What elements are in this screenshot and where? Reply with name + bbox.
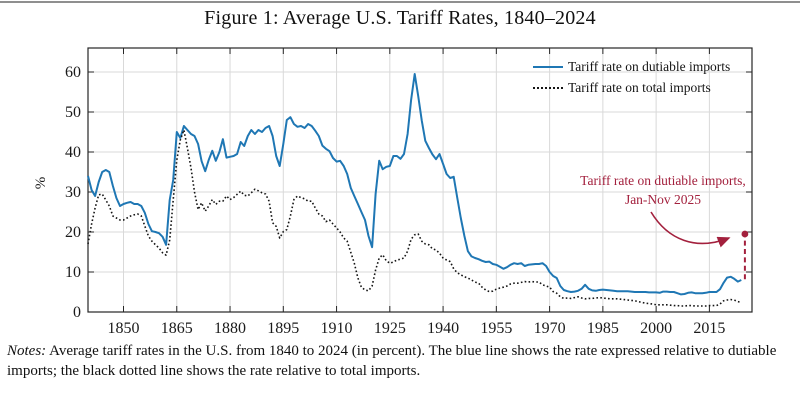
page-top-border xyxy=(0,1,800,3)
x-tick-label: 1880 xyxy=(214,320,246,337)
y-tick-label: 30 xyxy=(65,184,81,201)
blue-solid-line-swatch xyxy=(533,65,563,68)
x-tick-label: 1850 xyxy=(108,320,140,337)
annotation-2025-label: Tariff rate on dutiable imports, Jan-Nov… xyxy=(580,173,746,207)
annotation-arrow xyxy=(650,211,731,248)
x-tick-label: 2000 xyxy=(640,320,672,337)
y-tick-label: 60 xyxy=(65,64,81,81)
legend-item-dutiable: Tariff rate on dutiable imports xyxy=(533,56,730,77)
figure-title: Figure 1: Average U.S. Tariff Rates, 184… xyxy=(204,7,596,29)
notes-text: Average tariff rates in the U.S. from 18… xyxy=(7,343,777,379)
figure-notes: Notes: Average tariff rates in the U.S. … xyxy=(7,341,794,381)
y-tick-label: 20 xyxy=(65,224,81,241)
axis-ticks xyxy=(88,48,752,313)
x-tick-label: 2015 xyxy=(693,320,725,337)
x-tick-label: 1865 xyxy=(161,320,193,337)
x-tick-label: 1940 xyxy=(427,320,459,337)
x-tick-label: 1985 xyxy=(587,320,619,337)
black-dotted-line-swatch xyxy=(533,86,563,89)
y-axis-title: % xyxy=(33,177,49,190)
x-tick-label: 1910 xyxy=(321,320,353,337)
tariff-2025-point xyxy=(741,230,749,238)
y-tick-label: 40 xyxy=(65,144,81,161)
y-tick-label: 10 xyxy=(65,264,81,281)
y-tick-label: 0 xyxy=(73,304,81,321)
legend-item-total: Tariff rate on total imports xyxy=(533,77,730,98)
legend-label-total: Tariff rate on total imports xyxy=(568,79,711,95)
legend-label-dutiable: Tariff rate on dutiable imports xyxy=(568,58,731,74)
chart-legend: Tariff rate on dutiable imports Tariff r… xyxy=(533,56,730,98)
x-tick-label: 1955 xyxy=(480,320,512,337)
x-tick-label: 1970 xyxy=(534,320,566,337)
grid-lines xyxy=(88,48,752,312)
x-tick-label: 1925 xyxy=(374,320,406,337)
x-tick-label: 1895 xyxy=(267,320,299,337)
notes-label: Notes: xyxy=(7,343,47,359)
y-tick-label: 50 xyxy=(65,104,81,121)
dutiable-imports-line xyxy=(87,73,742,296)
total-imports-line xyxy=(87,129,742,307)
